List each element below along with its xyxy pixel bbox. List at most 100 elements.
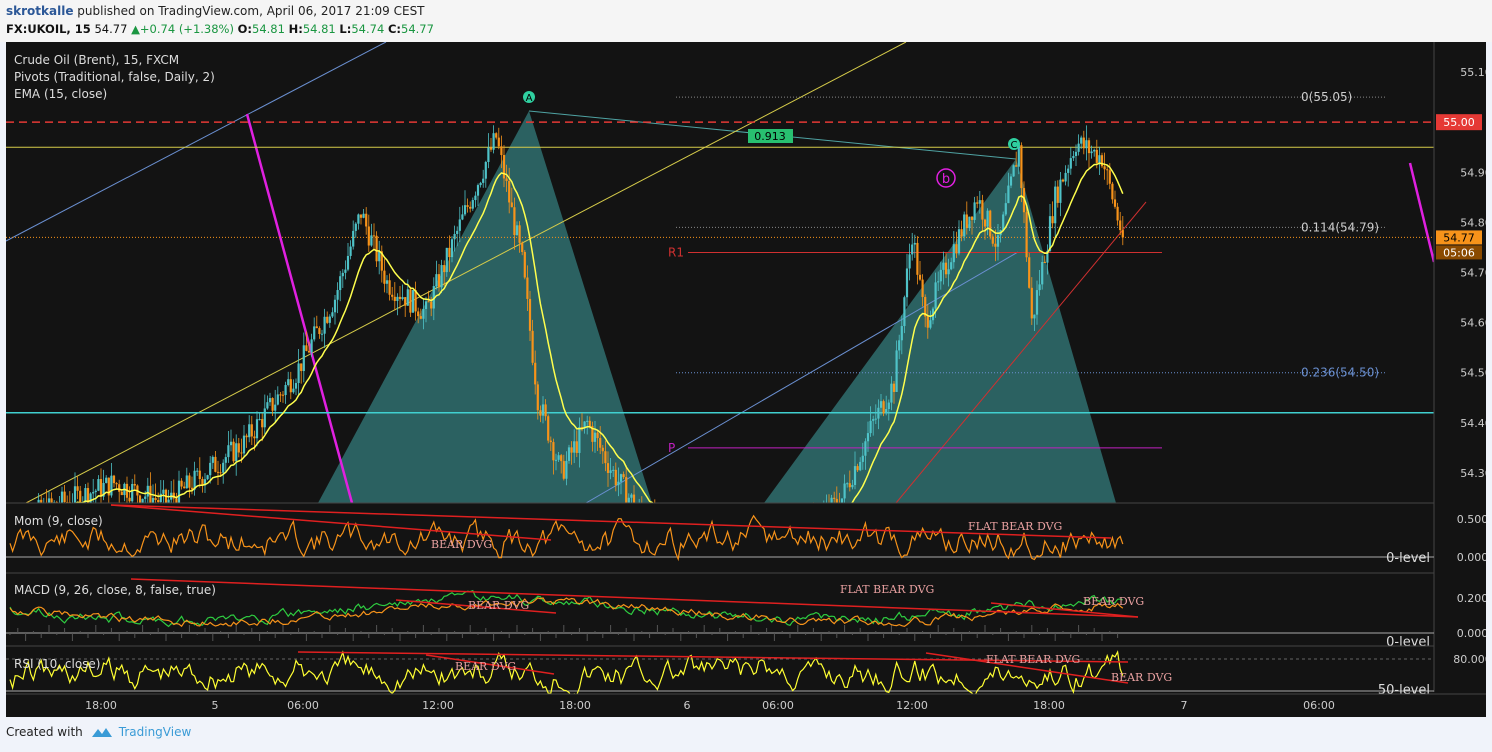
candle-body <box>437 274 441 288</box>
candle-body <box>307 350 311 353</box>
candle-body <box>430 301 433 309</box>
candle-body <box>797 547 799 553</box>
legend-main[interactable]: Crude Oil (Brent), 15, FXCM <box>14 53 180 67</box>
candle-body <box>911 244 914 255</box>
candle-body <box>820 515 822 527</box>
candle-body <box>916 242 919 275</box>
candle-body <box>177 480 181 503</box>
candle-body <box>323 316 326 334</box>
candle-body <box>1095 149 1098 163</box>
candle-body <box>989 210 992 237</box>
price-chart[interactable]: A Cb 0.913 0(55.05) 0.114(54.79) 0.236(54.50)… <box>6 42 1486 717</box>
candle-body <box>1009 176 1013 186</box>
candle-body <box>991 236 994 244</box>
candle-body <box>737 552 739 575</box>
time-axis-tick: 7 <box>1181 699 1188 712</box>
candle-body <box>188 475 191 488</box>
fib-level-label: 0(55.05) <box>1301 90 1352 104</box>
candle-body <box>973 202 976 220</box>
candle-body <box>828 506 830 513</box>
time-axis-tick: 06:00 <box>1303 699 1335 712</box>
candle-body <box>229 441 233 446</box>
candle-body <box>456 230 459 234</box>
candle-body <box>458 219 461 231</box>
candle-body <box>654 510 656 524</box>
candle-body <box>331 312 334 317</box>
open-label: O: <box>237 22 252 36</box>
candle-body <box>604 451 607 464</box>
candle-body <box>976 202 979 204</box>
publish-text: published on TradingView.com, April 06, … <box>77 4 425 18</box>
candle-body <box>745 561 747 578</box>
candle-body <box>1004 203 1007 215</box>
legend-macd[interactable]: MACD (9, 26, close, 8, false, true) <box>14 583 216 597</box>
candle-body <box>492 133 495 150</box>
candle-body <box>380 251 383 271</box>
candle-body <box>427 301 430 303</box>
candle-body <box>1038 284 1041 291</box>
candle-body <box>879 401 883 408</box>
tradingview-link[interactable]: TradingView <box>118 725 192 739</box>
candle-body <box>638 506 640 509</box>
candle-body <box>253 436 256 439</box>
candle-body <box>453 233 456 240</box>
candle-body <box>701 541 703 561</box>
time-axis-tick: 06:00 <box>287 699 319 712</box>
candle-body <box>591 426 594 442</box>
candle-body <box>573 441 576 453</box>
candle-body <box>588 420 591 427</box>
candle-body <box>159 493 162 503</box>
price-axis-tick: 54.30 <box>1460 467 1486 480</box>
candle-body <box>1072 155 1075 159</box>
legend-pivots[interactable]: Pivots (Traditional, false, Daily, 2) <box>14 70 215 84</box>
candle-body <box>771 572 773 573</box>
candle-body <box>474 195 477 201</box>
candle-body <box>818 526 820 531</box>
candle-body <box>422 308 425 319</box>
magenta-arrow-right <box>1408 162 1434 263</box>
candle-body <box>554 459 558 461</box>
candle-body <box>450 239 454 258</box>
time-axis-tick: 18:00 <box>559 699 591 712</box>
candle-body <box>1121 230 1124 238</box>
candle-body <box>471 200 474 209</box>
candle-body <box>294 383 298 389</box>
author-link[interactable]: skrotkalle <box>6 4 74 18</box>
legend-ema[interactable]: EMA (15, close) <box>14 87 108 101</box>
candle-body <box>274 404 277 411</box>
legend-rsi[interactable]: RSI (10, close) <box>14 657 101 671</box>
candle-body <box>815 517 817 532</box>
candle-body <box>627 497 630 503</box>
candle-body <box>549 440 552 443</box>
candle-body <box>328 316 331 323</box>
candle-body <box>861 455 864 462</box>
candle-body <box>1082 137 1085 149</box>
candle-body <box>102 482 105 497</box>
candle-body <box>432 286 435 309</box>
candle-body <box>853 466 857 485</box>
candle-body <box>952 244 955 263</box>
candle-body <box>677 537 679 551</box>
candle-body <box>266 402 269 409</box>
candle-body <box>232 441 235 462</box>
candle-body <box>463 205 467 215</box>
candle-body <box>484 162 487 179</box>
candle-body <box>281 394 285 396</box>
candle-body <box>651 510 653 532</box>
candle-body <box>872 419 875 421</box>
legend-mom[interactable]: Mom (9, close) <box>14 514 103 528</box>
candle-body <box>146 485 149 497</box>
candle-body <box>419 316 422 319</box>
candle-body <box>154 498 157 501</box>
candle-body <box>632 494 636 503</box>
candle-body <box>414 290 417 312</box>
candle-body <box>534 362 537 385</box>
candle-body <box>310 339 313 353</box>
mom-divergence-line-1 <box>110 504 552 541</box>
macd-zero-label: 0-level <box>1386 635 1430 650</box>
candle-body <box>944 262 948 275</box>
candle-body <box>994 243 997 247</box>
candle-body <box>887 402 890 409</box>
